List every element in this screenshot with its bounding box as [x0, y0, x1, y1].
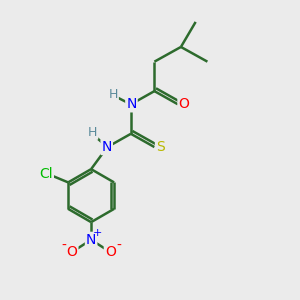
Text: H: H — [88, 126, 97, 139]
Text: N: N — [86, 233, 96, 247]
Text: H: H — [109, 88, 118, 100]
Text: S: S — [156, 140, 165, 154]
Text: N: N — [126, 98, 136, 111]
Text: Cl: Cl — [39, 167, 53, 181]
Text: +: + — [93, 228, 102, 238]
Text: O: O — [178, 98, 189, 111]
Text: -: - — [116, 239, 121, 253]
Text: -: - — [61, 239, 66, 253]
Text: O: O — [105, 245, 116, 259]
Text: O: O — [67, 245, 77, 259]
Text: N: N — [101, 140, 112, 154]
